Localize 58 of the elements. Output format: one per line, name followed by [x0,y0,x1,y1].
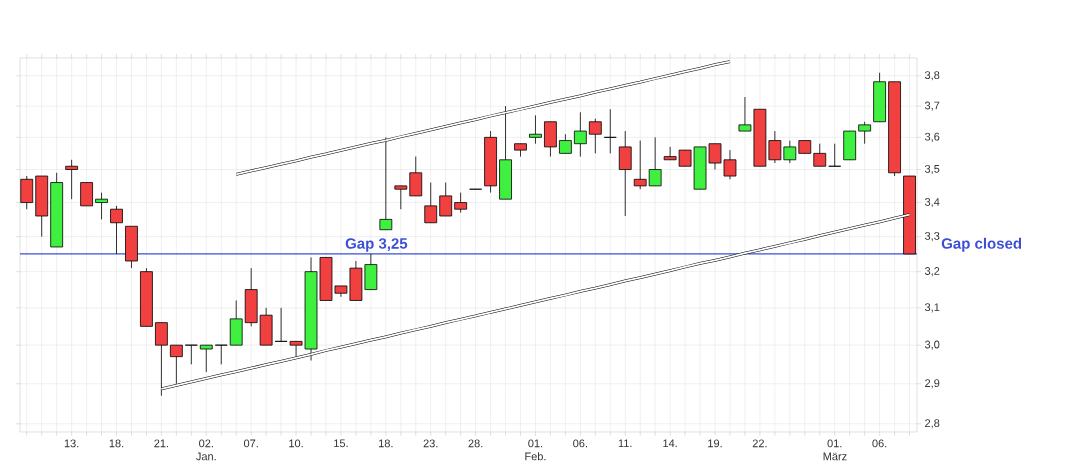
candlestick [65,159,79,200]
candlestick [424,182,438,224]
candlestick [80,182,93,207]
x-tick-label: 13. [64,439,79,448]
x-tick-label: 22. [752,439,767,448]
text: Gap closed [941,237,1022,252]
y-tick-label: 3,2 [924,267,940,277]
candlestick [454,192,468,214]
candlestick [214,344,228,365]
candlestick [559,133,572,154]
candlestick [394,185,408,210]
y-tick-label: 3,1 [924,303,940,313]
candlestick [588,118,602,154]
x-tick-label: 10. [289,439,303,448]
y-tick-label: 3,8 [924,71,940,81]
x-tick-label: 18. [109,439,124,448]
x-tick-label: 15. [334,439,348,448]
y-tick-label: 3,3 [924,232,940,242]
candlestick [184,344,198,365]
candlestick [828,143,842,167]
candlestick [633,140,647,190]
candlestick [573,111,587,157]
y-tick-label: 3,0 [924,340,940,350]
candlestick [169,344,183,385]
candlestick [783,140,797,164]
x-tick-label: 06. [872,439,887,448]
candlestick [648,136,662,187]
ref-line-label: Gap 3,25 [345,238,408,252]
candlestick [858,121,872,145]
candlestick [529,115,542,145]
x-tick-label: 06. [573,439,587,448]
candlestick [199,344,213,373]
x-tick-label: 18. [379,439,393,448]
x-tick-label: 23. [423,439,438,448]
x-tick-label: 01. März [823,439,847,461]
y-tick-label: 3,5 [924,165,940,175]
y-tick-label: 3,4 [924,198,940,208]
y-tick-label: 3,6 [924,132,940,142]
candlestick [409,156,423,197]
candlestick [110,205,123,255]
x-tick-label: 21. [154,439,169,448]
candlestick [274,307,288,342]
candlestick [20,175,34,210]
x-tick-label: 19. [708,439,722,448]
x-tick-label: 02. Jan. [196,439,216,461]
x-tick-label: 11. [618,439,632,448]
x-tick-label: 28. [468,439,483,448]
x-tick-label: 07. [243,439,258,448]
candlestick [439,182,453,217]
candlestick [95,192,108,220]
y-tick-label: 2,9 [925,379,940,389]
candlestick [813,143,827,167]
y-tick-label: 3,7 [924,101,940,111]
x-tick-label: 01. Feb. [525,439,546,461]
candlestick [618,130,632,217]
y-tick-label: 2,8 [925,419,940,429]
candlestick [603,108,617,154]
x-tick-label: 14. [663,439,677,448]
